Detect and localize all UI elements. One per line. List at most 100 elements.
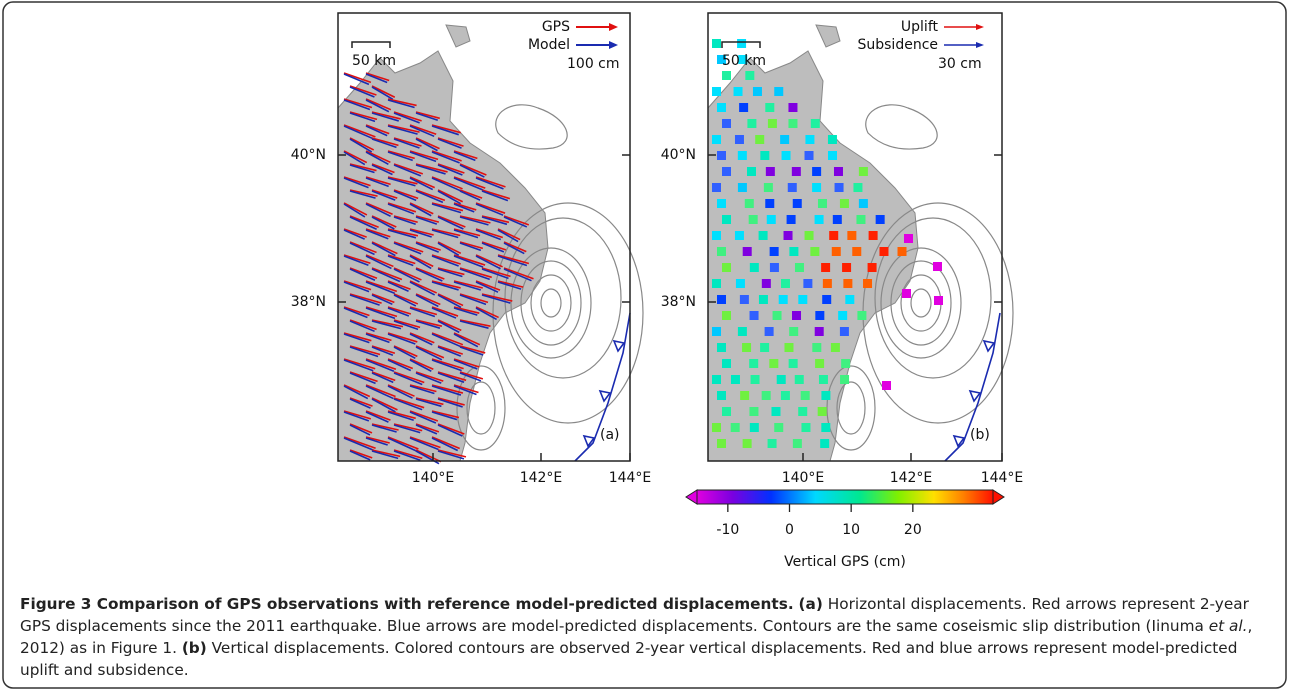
- gps-station: [784, 231, 793, 240]
- gps-station: [766, 167, 775, 176]
- gps-station: [712, 279, 721, 288]
- caption-title: Figure 3 Comparison of GPS observations …: [20, 595, 794, 613]
- gps-station: [811, 119, 820, 128]
- gps-station: [747, 119, 756, 128]
- gps-station: [770, 247, 779, 256]
- gps-station: [805, 135, 814, 144]
- gps-station: [821, 263, 830, 272]
- caption-label: (a): [799, 595, 823, 613]
- gps-station: [765, 103, 774, 112]
- colorbar-tick-label: 0: [785, 522, 794, 538]
- gps-station: [801, 423, 810, 432]
- gps-station: [712, 183, 721, 192]
- gps-station: [722, 407, 731, 416]
- gps-station: [869, 231, 878, 240]
- gps-station: [815, 359, 824, 368]
- gps-station: [759, 295, 768, 304]
- gps-station: [738, 327, 747, 336]
- gps-station: [782, 151, 791, 160]
- gps-station: [735, 231, 744, 240]
- gps-station: [795, 375, 804, 384]
- colorbar-label: Vertical GPS (cm): [784, 554, 906, 570]
- gps-station: [812, 343, 821, 352]
- gps-station: [712, 39, 721, 48]
- gps-station: [767, 215, 776, 224]
- gps-station: [815, 215, 824, 224]
- colorbar-tick-label: -10: [716, 522, 739, 538]
- gps-station: [852, 247, 861, 256]
- scale-label: 50 km: [722, 53, 766, 69]
- gps-station: [712, 327, 721, 336]
- gps-station: [773, 311, 782, 320]
- gps-station: [821, 391, 830, 400]
- panel-label: (a): [600, 427, 620, 443]
- gps-station: [833, 215, 842, 224]
- gps-station: [828, 135, 837, 144]
- lat-label: 38°N: [661, 294, 696, 310]
- gps-station: [768, 439, 777, 448]
- gps-station: [731, 375, 740, 384]
- gps-station: [722, 215, 731, 224]
- gps-station: [769, 359, 778, 368]
- gps-station: [717, 103, 726, 112]
- gps-station: [876, 215, 885, 224]
- gps-station: [764, 183, 773, 192]
- gps-station: [762, 279, 771, 288]
- gps-station: [842, 263, 851, 272]
- map-b: [708, 13, 1013, 461]
- gps-station: [815, 327, 824, 336]
- gps-station: [774, 87, 783, 96]
- gps-station: [798, 407, 807, 416]
- gps-station: [722, 167, 731, 176]
- legend-scale: 30 cm: [938, 56, 982, 72]
- gps-station: [735, 135, 744, 144]
- figure: 50 km GPS Model 100 cm (a) 50 km Uplift …: [0, 0, 1290, 691]
- gps-station: [745, 199, 754, 208]
- lat-label: 40°N: [661, 147, 696, 163]
- gps-station: [795, 263, 804, 272]
- gps-station: [777, 375, 786, 384]
- gps-station: [779, 295, 788, 304]
- gps-station: [879, 247, 888, 256]
- lon-label: 144°E: [609, 470, 652, 486]
- gps-station: [838, 311, 847, 320]
- gps-station: [882, 381, 891, 390]
- gps-station: [859, 167, 868, 176]
- gps-station: [815, 311, 824, 320]
- gps-station: [845, 295, 854, 304]
- gps-station: [835, 183, 844, 192]
- gps-station: [818, 407, 827, 416]
- gps-station: [793, 199, 802, 208]
- gps-station: [788, 119, 797, 128]
- caption: Figure 3 Comparison of GPS observations …: [20, 593, 1270, 681]
- gps-station: [742, 343, 751, 352]
- gps-station: [840, 327, 849, 336]
- legend-label: Subsidence: [857, 37, 938, 53]
- gps-station: [801, 391, 810, 400]
- lon-label: 144°E: [981, 470, 1024, 486]
- gps-station: [798, 295, 807, 304]
- gps-station: [717, 439, 726, 448]
- gps-station: [792, 311, 801, 320]
- gps-station: [792, 167, 801, 176]
- gps-station: [753, 87, 762, 96]
- gps-station: [739, 103, 748, 112]
- gps-station: [747, 167, 756, 176]
- gps-station: [832, 247, 841, 256]
- gps-station: [789, 327, 798, 336]
- gps-station: [722, 311, 731, 320]
- gps-station: [717, 295, 726, 304]
- gps-station: [760, 151, 769, 160]
- gps-station: [760, 343, 769, 352]
- gps-station: [755, 135, 764, 144]
- gps-station: [904, 234, 913, 243]
- gps-station: [749, 407, 758, 416]
- gps-station: [788, 103, 797, 112]
- lat-label: 40°N: [291, 147, 326, 163]
- gps-station: [787, 215, 796, 224]
- gps-station: [717, 247, 726, 256]
- outer-border: [3, 2, 1286, 688]
- scale-label: 50 km: [352, 53, 396, 69]
- gps-station: [784, 343, 793, 352]
- gps-station: [805, 231, 814, 240]
